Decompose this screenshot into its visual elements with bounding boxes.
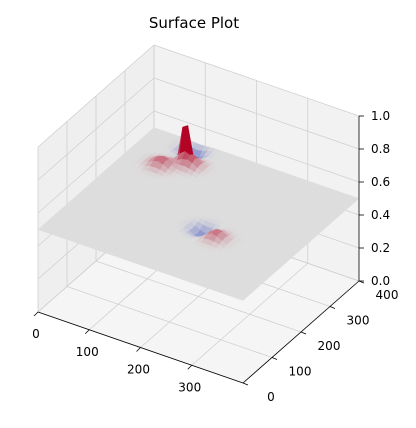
- x-tick-mark: [84, 329, 90, 335]
- z-ticks: 0.0 0.2 0.4 0.6 0.8 1.0: [359, 109, 390, 288]
- y-tick-label: 400: [376, 288, 399, 302]
- z-tick-label: 0.6: [371, 175, 390, 189]
- x-tick-label: 0: [32, 327, 40, 341]
- y-tick-mark: [242, 382, 249, 386]
- grid-line-z-back: [153, 77, 360, 150]
- x-tick-mark: [136, 347, 141, 352]
- x-tick-label: 300: [178, 380, 201, 394]
- z-tick-label: 0.2: [371, 241, 390, 255]
- z-tick-label: 0.0: [371, 274, 390, 288]
- grid-line-z-left: [37, 44, 155, 148]
- y-tick-mark: [271, 357, 278, 360]
- x-ticks: 0 100 200 300: [32, 311, 201, 394]
- y-tick-label: 200: [318, 339, 341, 353]
- grid-line-z-left: [37, 77, 155, 181]
- y-tick-mark: [329, 306, 336, 309]
- y-tick-label: 100: [289, 365, 312, 379]
- y-tick-label: 300: [347, 314, 370, 328]
- y-ticks: 0 100 200 300 400: [242, 280, 399, 404]
- y-tick-label: 0: [267, 390, 275, 404]
- grid-line-y-floor: [66, 286, 273, 358]
- grid-line-z-back: [153, 44, 360, 117]
- z-tick-label: 0.4: [371, 208, 390, 222]
- grid-line-y-floor: [95, 260, 302, 333]
- chart-title: Surface Plot: [149, 14, 239, 32]
- surface-patch: [237, 295, 247, 301]
- x-tick-mark: [33, 311, 39, 317]
- x-tick-label: 100: [76, 345, 99, 359]
- x-tick-mark: [187, 364, 193, 370]
- x-tick-label: 200: [127, 363, 150, 377]
- z-tick-label: 0.8: [371, 142, 390, 156]
- surface-mesh: [37, 125, 360, 301]
- grid-line-z-left: [37, 110, 155, 214]
- z-tick-label: 1.0: [371, 109, 390, 123]
- grid-line-z-back: [153, 110, 360, 183]
- y-tick-mark: [300, 331, 307, 335]
